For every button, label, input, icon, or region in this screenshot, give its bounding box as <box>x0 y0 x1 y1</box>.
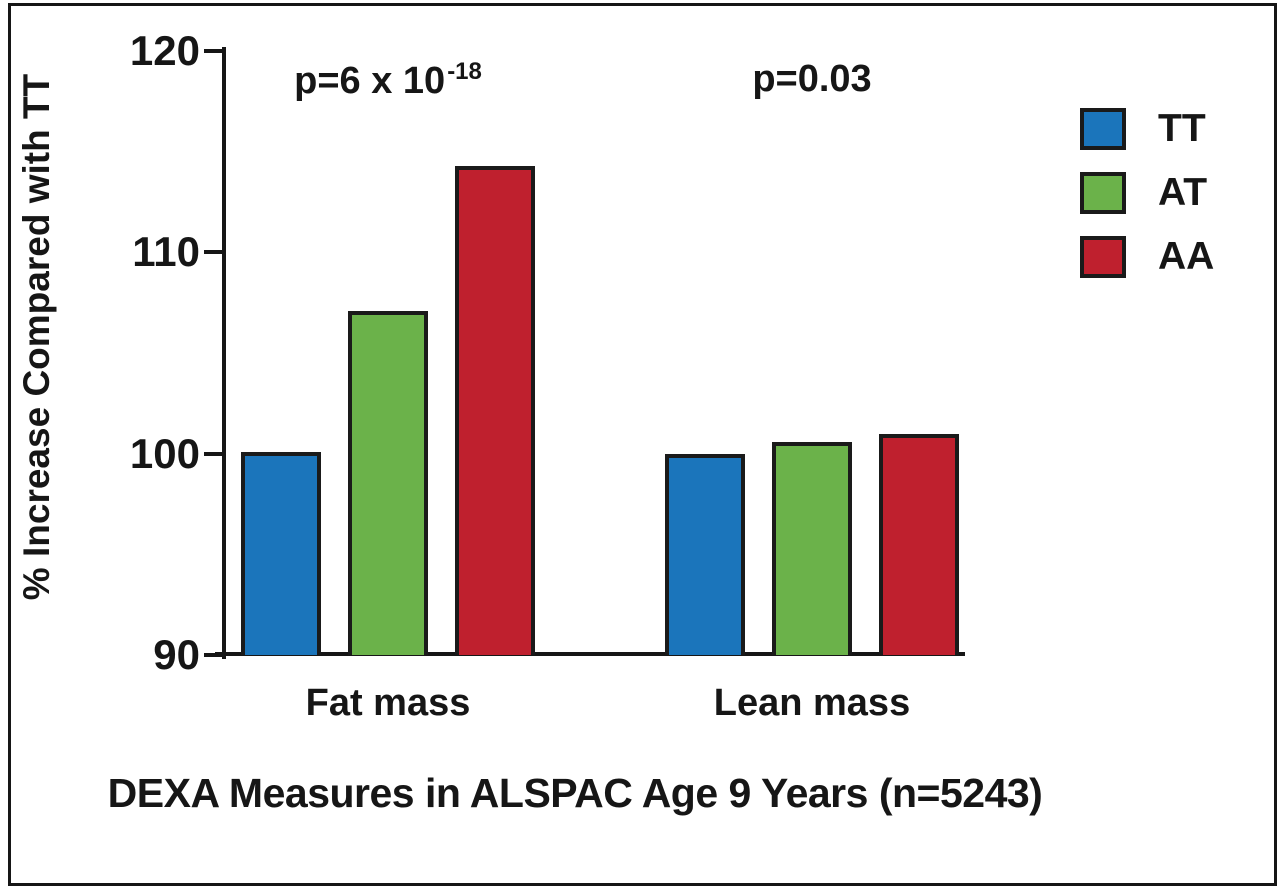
legend-label: TT <box>1158 107 1206 150</box>
legend-label: AA <box>1158 235 1215 278</box>
legend-item-aa: AA <box>1080 236 1214 278</box>
y-tick-mark <box>204 250 226 255</box>
y-tick-label: 110 <box>132 228 200 276</box>
x-category-label: Fat mass <box>305 682 471 724</box>
bar-tt-lean-mass <box>665 454 745 655</box>
p-value-text: p=6 x 10 <box>294 60 446 102</box>
y-axis-line <box>222 47 226 659</box>
y-tick-label: 90 <box>153 631 200 678</box>
y-tick-label: 120 <box>129 27 200 74</box>
bar-tt-fat-mass <box>241 452 321 655</box>
x-axis-line <box>215 652 965 656</box>
y-tick-label: 100 <box>129 429 200 477</box>
legend-item-at: AT <box>1080 172 1207 214</box>
y-tick-mark <box>204 451 226 456</box>
bar-aa-fat-mass <box>455 166 535 655</box>
legend-swatch-icon <box>1080 108 1126 150</box>
legend-swatch-icon <box>1080 172 1126 214</box>
legend-swatch-icon <box>1080 236 1126 278</box>
legend-label: AT <box>1158 171 1208 214</box>
bar-aa-lean-mass <box>879 434 959 655</box>
p-value-annotation: p=0.03 <box>642 58 982 101</box>
bar-at-fat-mass <box>348 311 428 655</box>
p-value-text: p=0.03 <box>752 58 872 100</box>
y-tick-mark <box>204 653 226 657</box>
p-value-exponent: -18 <box>447 58 482 85</box>
x-category-label: Lean mass <box>713 682 911 724</box>
bar-at-lean-mass <box>772 442 852 655</box>
legend-item-tt: TT <box>1080 108 1206 150</box>
chart-title: DEXA Measures in ALSPAC Age 9 Years (n=5… <box>107 770 1043 816</box>
y-tick-mark <box>204 49 226 53</box>
p-value-annotation: p=6 x 10-18 <box>218 58 558 103</box>
y-axis-title: % Increase Compared with TT <box>16 73 57 601</box>
